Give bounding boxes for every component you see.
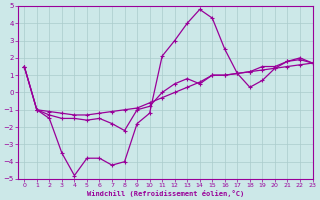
X-axis label: Windchill (Refroidissement éolien,°C): Windchill (Refroidissement éolien,°C) — [87, 190, 244, 197]
